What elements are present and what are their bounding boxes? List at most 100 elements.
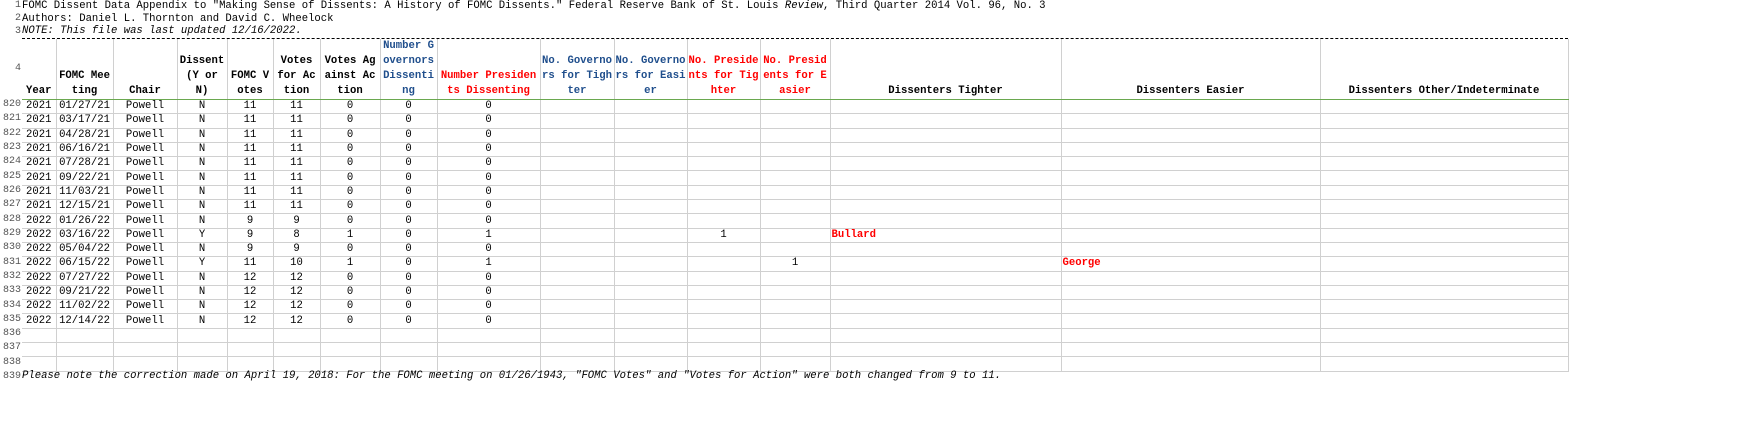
cell[interactable]: N <box>177 271 228 286</box>
cell[interactable]: 0 <box>380 128 438 143</box>
column-header[interactable]: No. Governors for Tighter <box>540 39 615 100</box>
cell[interactable] <box>1320 128 1569 143</box>
cell[interactable] <box>830 271 1062 286</box>
cell[interactable] <box>540 185 615 201</box>
cell[interactable] <box>830 142 1062 158</box>
cell[interactable]: Powell <box>113 199 178 215</box>
cell[interactable]: 1 <box>320 228 381 243</box>
cell[interactable]: N <box>177 185 228 201</box>
cell[interactable] <box>760 328 831 344</box>
cell[interactable] <box>830 342 1062 358</box>
column-header[interactable]: Number Presidents Dissenting <box>437 39 541 100</box>
cell[interactable]: 0 <box>437 242 541 258</box>
cell[interactable]: 0 <box>380 213 438 229</box>
cell[interactable] <box>1320 285 1569 301</box>
column-header[interactable]: Dissenters Easier <box>1061 39 1321 100</box>
cell[interactable] <box>614 113 688 129</box>
cell[interactable] <box>614 156 688 172</box>
cell[interactable] <box>614 342 688 358</box>
cell[interactable]: 11 <box>273 199 321 215</box>
cell[interactable] <box>830 113 1062 129</box>
cell[interactable]: 1 <box>437 256 541 272</box>
cell[interactable] <box>1320 328 1569 344</box>
cell[interactable] <box>540 213 615 229</box>
cell[interactable]: 9 <box>227 213 274 229</box>
cell[interactable]: N <box>177 99 228 115</box>
column-header[interactable]: Votes Against Action <box>320 39 381 100</box>
cell[interactable]: Powell <box>113 99 178 115</box>
cell[interactable]: 0 <box>320 299 381 315</box>
cell[interactable]: 0 <box>380 170 438 186</box>
cell[interactable] <box>760 170 831 186</box>
authors-line[interactable]: Authors: Daniel L. Thornton and David C.… <box>22 13 334 25</box>
cell[interactable]: 03/17/21 <box>56 113 114 129</box>
cell[interactable] <box>540 199 615 215</box>
cell[interactable]: George <box>1061 256 1321 272</box>
cell[interactable] <box>1320 170 1569 186</box>
cell[interactable] <box>614 242 688 258</box>
cell[interactable]: 12 <box>273 299 321 315</box>
cell[interactable] <box>540 170 615 186</box>
cell[interactable] <box>1320 242 1569 258</box>
cell[interactable]: 2021 <box>22 156 57 172</box>
cell[interactable]: N <box>177 199 228 215</box>
cell[interactable]: 1 <box>437 228 541 243</box>
cell[interactable]: Powell <box>113 170 178 186</box>
cell[interactable]: 2022 <box>22 256 57 272</box>
cell[interactable] <box>1320 113 1569 129</box>
cell[interactable]: 0 <box>437 271 541 286</box>
cell[interactable] <box>830 299 1062 315</box>
cell[interactable]: Y <box>177 228 228 243</box>
cell[interactable] <box>1061 313 1321 329</box>
row-number[interactable]: 1 <box>0 0 21 11</box>
cell[interactable] <box>687 142 761 158</box>
cell[interactable]: 11 <box>273 142 321 158</box>
cell[interactable]: 12/14/22 <box>56 313 114 329</box>
cell[interactable] <box>1320 199 1569 215</box>
cell[interactable] <box>113 356 178 372</box>
cell[interactable]: N <box>177 285 228 301</box>
cell[interactable] <box>830 128 1062 143</box>
cell[interactable]: 2022 <box>22 228 57 243</box>
cell[interactable] <box>830 185 1062 201</box>
cell[interactable]: 12 <box>227 299 274 315</box>
cell[interactable]: 01/27/21 <box>56 99 114 115</box>
cell[interactable]: 12 <box>227 313 274 329</box>
note-line[interactable]: NOTE: This file was last updated 12/16/2… <box>22 25 302 37</box>
cell[interactable]: Powell <box>113 128 178 143</box>
cell[interactable]: 0 <box>380 285 438 301</box>
cell[interactable]: N <box>177 299 228 315</box>
cell[interactable] <box>1061 271 1321 286</box>
cell[interactable] <box>760 285 831 301</box>
cell[interactable]: 0 <box>320 170 381 186</box>
cell[interactable]: N <box>177 313 228 329</box>
cell[interactable] <box>760 356 831 372</box>
cell[interactable]: 11 <box>227 142 274 158</box>
cell[interactable] <box>830 199 1062 215</box>
cell[interactable]: 07/28/21 <box>56 156 114 172</box>
cell[interactable]: 0 <box>437 185 541 201</box>
cell[interactable]: 0 <box>320 313 381 329</box>
cell[interactable]: Powell <box>113 156 178 172</box>
column-header[interactable]: FOMC Meeting <box>56 39 114 100</box>
cell[interactable] <box>1061 128 1321 143</box>
cell[interactable] <box>1061 99 1321 115</box>
cell[interactable] <box>380 328 438 344</box>
cell[interactable]: Powell <box>113 299 178 315</box>
cell[interactable] <box>687 113 761 129</box>
cell[interactable] <box>56 342 114 358</box>
cell[interactable] <box>113 342 178 358</box>
cell[interactable] <box>1061 299 1321 315</box>
cell[interactable] <box>540 142 615 158</box>
cell[interactable] <box>687 242 761 258</box>
cell[interactable] <box>1320 299 1569 315</box>
cell[interactable]: 11 <box>273 113 321 129</box>
cell[interactable]: 0 <box>380 313 438 329</box>
cell[interactable] <box>760 99 831 115</box>
cell[interactable]: 0 <box>320 142 381 158</box>
cell[interactable] <box>113 328 178 344</box>
cell[interactable]: 2021 <box>22 99 57 115</box>
cell[interactable]: 11 <box>227 185 274 201</box>
cell[interactable]: 2021 <box>22 185 57 201</box>
row-number[interactable]: 827 <box>0 199 21 211</box>
